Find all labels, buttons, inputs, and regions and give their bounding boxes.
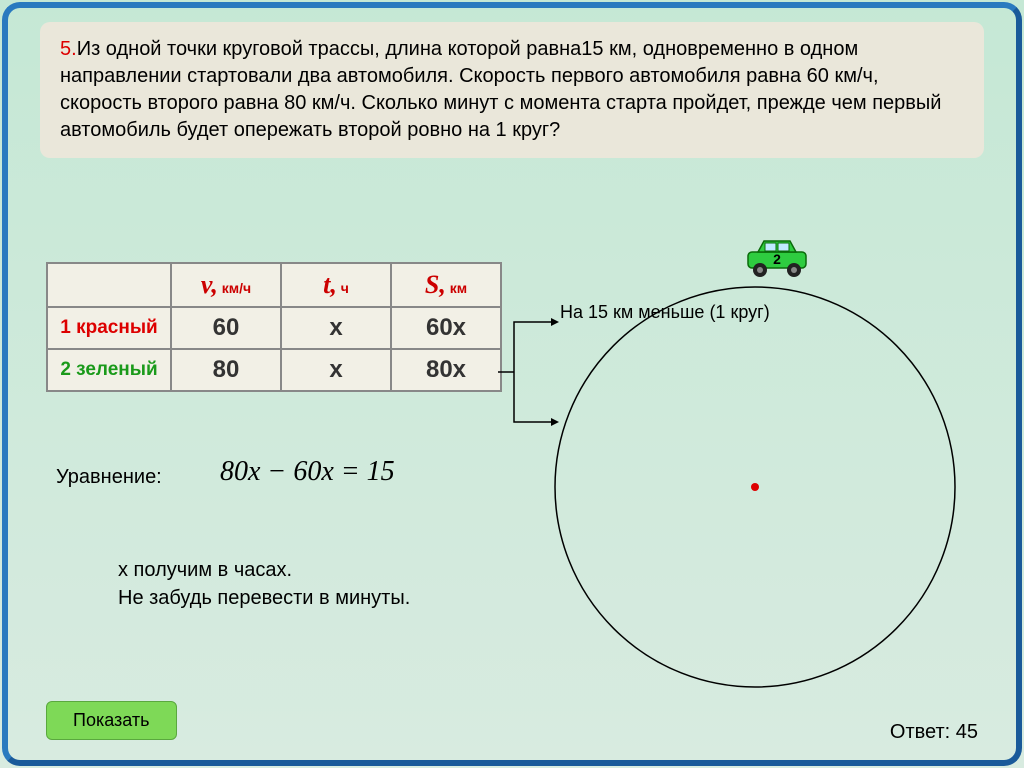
problem-number: 5. (60, 38, 77, 60)
col-header-s: S, км (391, 263, 501, 307)
show-button[interactable]: Показать (46, 701, 177, 740)
row-label-red: 1 красный (47, 307, 171, 349)
cell-t1: x (281, 307, 391, 349)
cell-s1: 60x (391, 307, 501, 349)
track-circle (540, 272, 970, 702)
car-label: 2 (773, 251, 781, 267)
car-icon: 2 (742, 238, 812, 285)
hint-line2: Не забудь перевести в минуты. (118, 587, 410, 609)
problem-statement: 5.Из одной точки круговой трассы, длина … (40, 22, 984, 158)
data-table: v, км/ч t, ч S, км 1 красный 60 x 60x 2 … (46, 262, 502, 392)
hint-line1: х получим в часах. (118, 559, 292, 581)
cell-v2: 80 (171, 349, 281, 391)
cell-s2: 80x (391, 349, 501, 391)
hint-text: х получим в часах. Не забудь перевести в… (118, 556, 410, 612)
problem-text: Из одной точки круговой трассы, длина ко… (60, 38, 941, 141)
answer-text: Ответ: 45 (890, 721, 978, 744)
cell-t2: x (281, 349, 391, 391)
table-row: 2 зеленый 80 x 80x (47, 349, 501, 391)
equation: 80x − 60x = 15 (220, 456, 395, 488)
row-label-green: 2 зеленый (47, 349, 171, 391)
table-corner-cell (47, 263, 171, 307)
col-header-t: t, ч (281, 263, 391, 307)
table-row: 1 красный 60 x 60x (47, 307, 501, 349)
col-header-v: v, км/ч (171, 263, 281, 307)
equation-label: Уравнение: (56, 466, 162, 489)
cell-v1: 60 (171, 307, 281, 349)
